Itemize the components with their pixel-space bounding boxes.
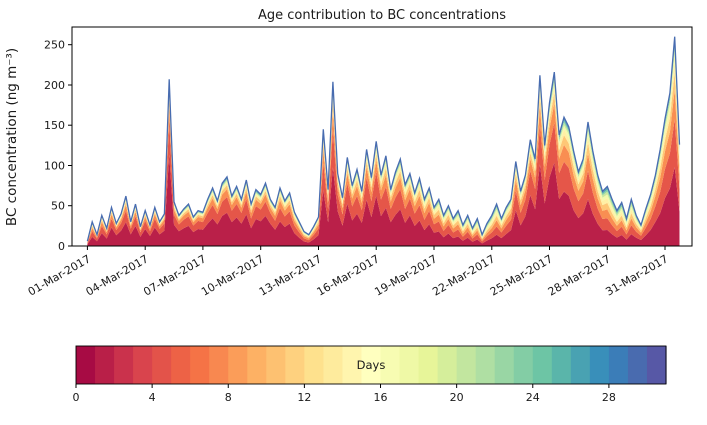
colorbar-tick-label: 28 xyxy=(602,391,616,404)
colorbar-tick-label: 16 xyxy=(374,391,388,404)
y-tick-label: 50 xyxy=(51,200,65,213)
y-tick-label: 100 xyxy=(44,159,65,172)
colorbar-segment xyxy=(361,346,382,384)
colorbar-segment xyxy=(589,346,610,384)
total-envelope-line xyxy=(86,36,681,242)
colorbar-segment xyxy=(133,346,153,384)
x-tick-label: 22-Mar-2017 xyxy=(430,252,497,298)
colorbar-segment xyxy=(418,346,439,384)
colorbar-segment xyxy=(399,346,420,384)
colorbar-border xyxy=(75,345,667,385)
x-tick-label: 31-Mar-2017 xyxy=(603,252,670,298)
colorbar-segment xyxy=(456,346,477,384)
colorbar-segment xyxy=(152,346,172,384)
colorbar-segment xyxy=(190,346,210,384)
colorbar-tick-label: 12 xyxy=(297,391,311,404)
chart-title: Age contribution to BC concentrations xyxy=(258,8,506,23)
x-tick-label: 07-Mar-2017 xyxy=(141,252,208,298)
colorbar-segment xyxy=(285,346,305,384)
colorbar-segment xyxy=(342,346,363,384)
x-tick-label: 28-Mar-2017 xyxy=(546,252,613,298)
x-tick-label: 19-Mar-2017 xyxy=(372,252,439,298)
x-tick-label: 25-Mar-2017 xyxy=(488,252,555,298)
area-layer-2 xyxy=(87,89,680,244)
colorbar-tick-label: 0 xyxy=(73,391,80,404)
colorbar-tick-label: 24 xyxy=(526,391,540,404)
colorbar-tick-label: 8 xyxy=(225,391,232,404)
colorbar-segment xyxy=(437,346,458,384)
x-tick-label: 01-Mar-2017 xyxy=(26,252,93,298)
colorbar-segment xyxy=(247,346,267,384)
y-tick-label: 150 xyxy=(44,119,65,132)
colorbar-segment xyxy=(228,346,248,384)
y-tick-label: 200 xyxy=(44,79,65,92)
y-tick-label: 0 xyxy=(58,240,65,253)
colorbar-segment xyxy=(627,346,648,384)
colorbar-segment xyxy=(513,346,534,384)
colorbar-segment xyxy=(646,346,667,384)
colorbar-segment xyxy=(494,346,515,384)
colorbar-tick-label: 20 xyxy=(450,391,464,404)
colorbar-segment xyxy=(209,346,229,384)
colorbar-segment xyxy=(171,346,191,384)
x-tick-label: 04-Mar-2017 xyxy=(84,252,151,298)
colorbar-segment xyxy=(323,346,344,384)
colorbar-segment xyxy=(304,346,325,384)
y-tick-label: 250 xyxy=(44,39,65,52)
colorbar-segment xyxy=(114,346,134,384)
x-tick-label: 13-Mar-2017 xyxy=(257,252,324,298)
colorbar-segment xyxy=(570,346,591,384)
y-axis-label: BC concentration (ng m⁻³) xyxy=(4,48,20,226)
area-layer-1 xyxy=(87,119,680,245)
colorbar-segment xyxy=(532,346,553,384)
colorbar-tick-label: 4 xyxy=(149,391,156,404)
colorbar-segment xyxy=(551,346,572,384)
x-tick-label: 10-Mar-2017 xyxy=(199,252,266,298)
area-layer-0 xyxy=(87,154,680,246)
colorbar-segment xyxy=(266,346,286,384)
colorbar-segment xyxy=(380,346,401,384)
stacked-area-layers xyxy=(86,36,681,246)
colorbar-segment xyxy=(608,346,629,384)
plot-border xyxy=(71,26,693,247)
colorbar-segment xyxy=(475,346,496,384)
colorbar: 0 4 8 12 16 20 24 28 xyxy=(73,345,667,404)
colorbar-segment xyxy=(76,346,96,384)
colorbar-label: Days xyxy=(357,358,386,372)
colorbar-segment xyxy=(95,346,115,384)
x-tick-label: 16-Mar-2017 xyxy=(315,252,382,298)
